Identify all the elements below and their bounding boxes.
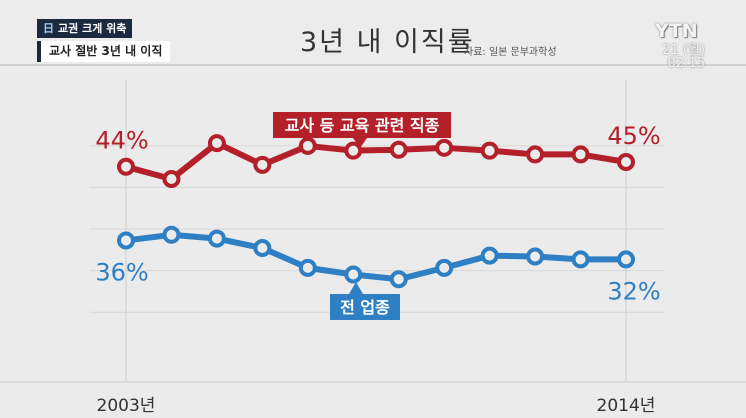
series-line-0 xyxy=(123,140,629,183)
news-caption-headline: 日 교권 크게 위축 xyxy=(37,19,133,38)
series-0-point-2 xyxy=(207,134,226,153)
x-tick-label-1: 2014년 xyxy=(597,396,656,416)
series-1-point-3 xyxy=(253,239,272,258)
series-0-callout-pointer xyxy=(353,138,367,148)
clock-time: 02:15 xyxy=(667,56,705,71)
series-0-point-3 xyxy=(253,155,272,174)
series-0-point-0 xyxy=(117,157,135,176)
series-1-start-label: 36% xyxy=(95,258,148,286)
broadcast-clock: 21 (월) 02:15 xyxy=(655,44,705,70)
series-1-point-10 xyxy=(571,250,590,269)
series-1-end-label: 32% xyxy=(607,277,660,305)
series-1-point-9 xyxy=(526,247,545,266)
series-0-callout-box xyxy=(273,112,451,138)
series-1-point-2 xyxy=(207,229,226,248)
series-0-point-9 xyxy=(526,145,545,164)
caption-tag: 日 xyxy=(43,22,54,35)
series-0-point-11 xyxy=(617,153,635,171)
series-0-end-label: 45% xyxy=(607,122,660,150)
series-1-point-8 xyxy=(480,246,499,265)
news-caption-subheadline: 교사 절반 3년 내 이직 xyxy=(37,41,171,62)
series-0-name-label: 교사 등 교육 관련 직종 xyxy=(285,116,440,135)
series-0-start-label: 44% xyxy=(95,127,148,155)
chart-source: 자료: 일본 문부과학성 xyxy=(464,47,557,58)
series-0-point-4 xyxy=(298,136,317,155)
broadcaster-logo: YTN xyxy=(655,20,698,42)
series-0-callout: 교사 등 교육 관련 직종 xyxy=(273,112,451,148)
series-1-callout: 전 업종 xyxy=(330,282,400,320)
series-0-point-10 xyxy=(571,145,590,164)
series-1-point-0 xyxy=(117,231,135,250)
series-1-point-6 xyxy=(389,270,408,289)
series-1-point-5 xyxy=(344,265,363,284)
series-1-callout-pointer xyxy=(349,282,363,294)
series-0-point-7 xyxy=(435,138,454,157)
series-1-point-4 xyxy=(298,258,317,277)
chart-title: 3년 내 이직률 xyxy=(300,27,475,58)
caption-headline-text: 교권 크게 위축 xyxy=(58,22,127,35)
clock-date: 21 (월) xyxy=(662,43,705,58)
series-1-point-7 xyxy=(435,258,454,277)
series-1-point-1 xyxy=(162,225,181,244)
title-divider xyxy=(0,64,746,66)
series-1-callout-box xyxy=(330,294,400,320)
series-1-name-label: 전 업종 xyxy=(340,298,390,317)
series-0-point-6 xyxy=(389,140,408,159)
series-0-point-5 xyxy=(344,141,363,160)
series-0-point-1 xyxy=(162,170,181,189)
series-line-1 xyxy=(123,231,629,283)
series-0-point-8 xyxy=(480,141,499,160)
x-tick-label-0: 2003년 xyxy=(97,396,156,416)
series-1-point-11 xyxy=(617,250,635,269)
